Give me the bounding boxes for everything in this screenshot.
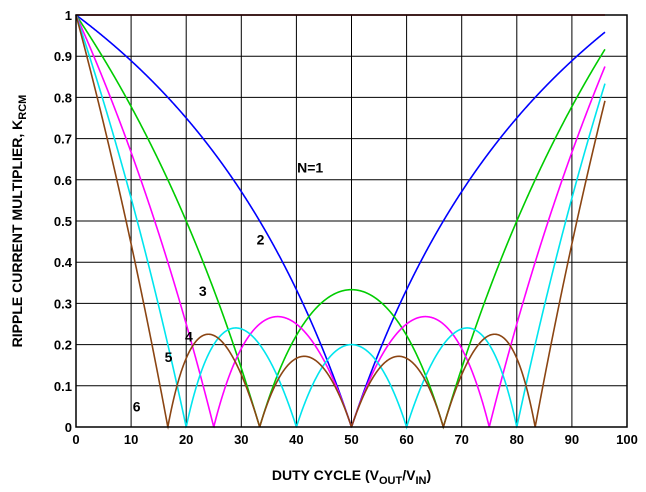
x-tick-label: 50 [344, 432, 358, 447]
y-tick-label: 1 [65, 8, 72, 23]
tick-labels: 0 10 20 30 40 50 60 70 80 90 100 0 0.1 0.2 0.3 0.4 0.5 0.… [54, 8, 638, 447]
series-line-n6 [75, 14, 606, 430]
series-label: 3 [199, 283, 207, 299]
series-label: 4 [185, 328, 193, 344]
series-label: 6 [133, 398, 141, 414]
x-tick-label: 0 [72, 432, 79, 447]
grid [75, 14, 628, 428]
y-tick-label: 0.9 [54, 49, 72, 64]
y-tick-label: 0.1 [54, 379, 72, 394]
x-tick-label: 30 [234, 432, 248, 447]
x-tick-label: 40 [289, 432, 303, 447]
x-tick-label: 70 [454, 432, 468, 447]
series-label: N=1 [297, 159, 323, 175]
x-axis-title: DUTY CYCLE (VOUT/VIN) [272, 467, 431, 487]
x-tick-label: 90 [565, 432, 579, 447]
y-tick-label: 0.3 [54, 296, 72, 311]
series-label: 5 [165, 349, 173, 365]
y-tick-label: 0.4 [54, 255, 73, 270]
y-axis-title: RIPPLE CURRENT MULTIPLIER, KRCM [9, 95, 29, 348]
y-tick-label: 0.7 [54, 132, 72, 147]
series-line-n3 [75, 14, 606, 430]
x-tick-label: 80 [510, 432, 524, 447]
y-tick-label: 0.8 [54, 90, 72, 105]
y-tick-label: 0 [65, 420, 72, 435]
y-tick-label: 0.6 [54, 173, 72, 188]
x-tick-label: 60 [399, 432, 413, 447]
x-tick-label: 10 [124, 432, 138, 447]
x-tick-label: 100 [616, 432, 638, 447]
y-tick-label: 0.2 [54, 338, 72, 353]
series-labels: N=1 2 3 45 6 [133, 159, 324, 414]
plot-frame [75, 14, 628, 428]
series-label: 2 [257, 232, 265, 248]
x-tick-label: 20 [179, 432, 193, 447]
y-tick-label: 0.5 [54, 214, 72, 229]
